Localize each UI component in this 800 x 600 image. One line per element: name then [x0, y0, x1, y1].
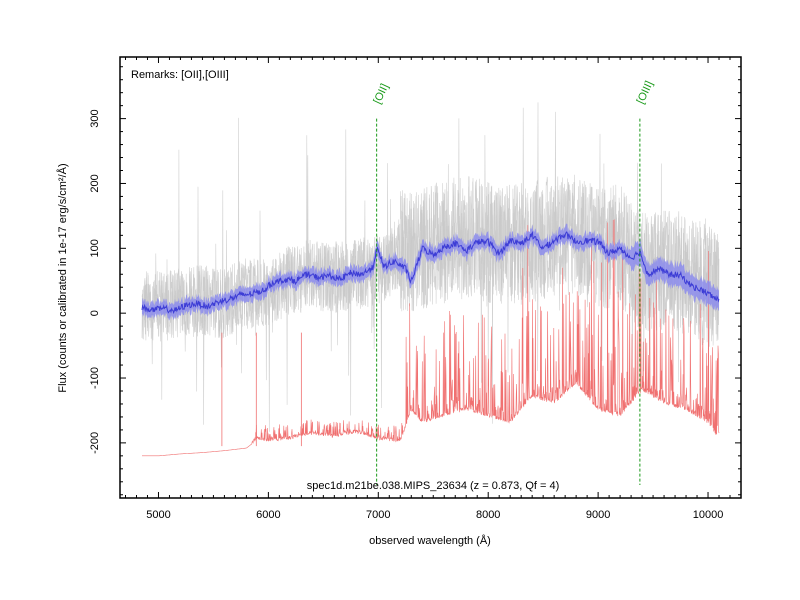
plot-frame: [119, 56, 742, 499]
smoothed-flux-line: [141, 230, 720, 315]
x-tick-label: 7000: [366, 509, 390, 521]
y-tick-label: -200: [89, 432, 101, 454]
y-tick-label: -100: [89, 367, 101, 389]
y-axis-title: Flux (counts or calibrated in 1e-17 erg/…: [56, 163, 69, 392]
axis-ticks: 5000 6000 7000 8000 9000 10000 -200 -100 0 100 200…: [89, 57, 742, 521]
x-tick-label: 10000: [693, 509, 724, 521]
x-tick-label: 6000: [256, 509, 280, 521]
x-tick-label: 5000: [146, 509, 170, 521]
x-axis-title: observed wavelength (Å): [369, 534, 491, 547]
y-tick-label: 100: [89, 239, 101, 257]
spectrum-caption: spec1d.m21be.038.MIPS_23634 (z = 0.873, …: [307, 480, 560, 492]
remarks-label: Remarks: [OII],[OIII]: [131, 69, 229, 81]
y-tick-label: 200: [89, 174, 101, 192]
sky-noise-line: [142, 219, 720, 457]
x-tick-label: 8000: [476, 509, 500, 521]
y-tick-label: 0: [89, 310, 101, 316]
x-tick-label: 9000: [586, 509, 610, 521]
y-tick-label: 300: [89, 109, 101, 127]
